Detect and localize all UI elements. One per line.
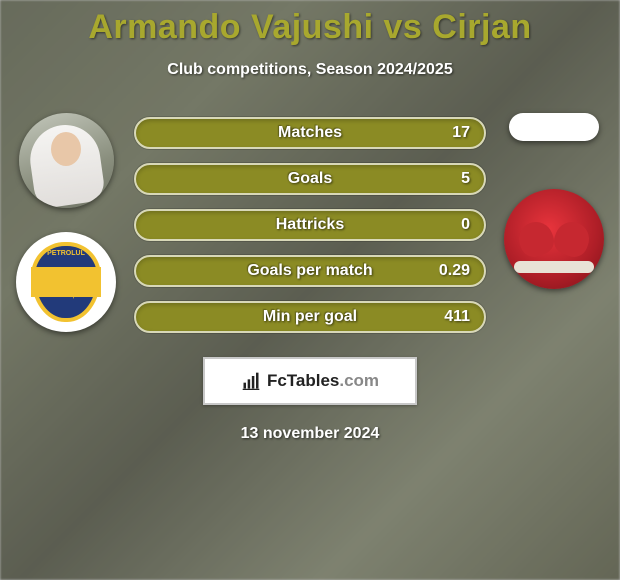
brand-name: FcTables [267, 371, 339, 390]
stat-label: Min per goal [263, 308, 357, 326]
stat-bar-min-per-goal: Min per goal 411 [134, 301, 486, 333]
page-title: Armando Vajushi vs Cirjan [0, 0, 620, 47]
left-club-badge: PETROLUL PLOIEȘTI [16, 232, 116, 332]
main-row: PETROLUL PLOIEȘTI Matches 17 Goals 5 Hat… [0, 109, 620, 333]
bar-chart-icon [241, 371, 261, 391]
brand-text: FcTables.com [267, 371, 379, 391]
stat-label: Goals per match [247, 262, 372, 280]
brand-box[interactable]: FcTables.com [203, 357, 417, 405]
left-column: PETROLUL PLOIEȘTI [6, 109, 126, 332]
left-player-photo [19, 113, 114, 208]
stat-right-value: 0.29 [439, 262, 470, 280]
subtitle: Club competitions, Season 2024/2025 [0, 61, 620, 79]
stat-bar-hattricks: Hattricks 0 [134, 209, 486, 241]
date-text: 13 november 2024 [0, 425, 620, 443]
stat-bar-matches: Matches 17 [134, 117, 486, 149]
stat-label: Hattricks [276, 216, 344, 234]
stat-label: Matches [278, 124, 342, 142]
stat-right-value: 17 [452, 124, 470, 142]
stat-right-value: 0 [461, 216, 470, 234]
stats-column: Matches 17 Goals 5 Hattricks 0 Goals per… [126, 109, 494, 333]
right-club-badge [504, 189, 604, 289]
stat-bar-goals-per-match: Goals per match 0.29 [134, 255, 486, 287]
right-player-photo-placeholder [509, 113, 599, 141]
stat-label: Goals [288, 170, 332, 188]
right-column [494, 109, 614, 289]
stat-right-value: 411 [444, 308, 470, 326]
brand-suffix: .com [339, 371, 379, 390]
stat-right-value: 5 [461, 170, 470, 188]
stat-bar-goals: Goals 5 [134, 163, 486, 195]
content-root: Armando Vajushi vs Cirjan Club competiti… [0, 0, 620, 580]
